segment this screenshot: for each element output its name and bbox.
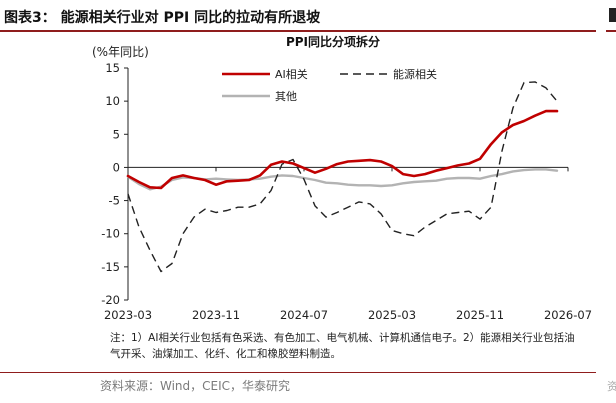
ppi-chart: PPI同比分项拆分 (%年同比) AI相关 能源相关 其他 15 10 5 0 -5 -1… xyxy=(92,34,592,322)
y-tick-label: 10 xyxy=(105,94,120,108)
y-tick-label: 15 xyxy=(105,61,120,75)
chart-title: PPI同比分项拆分 xyxy=(286,34,380,49)
x-tick-label: 2026-07 xyxy=(544,308,592,322)
series-line-ai xyxy=(126,109,559,190)
source-text: 资料来源：Wind，CEIC，华泰研究 xyxy=(100,379,291,393)
x-tick-label: 2025-03 xyxy=(368,308,416,322)
y-tick-label: 0 xyxy=(113,160,120,174)
legend-item-ai: AI相关 xyxy=(222,67,308,81)
y-tick-label: -15 xyxy=(101,260,120,274)
series-group xyxy=(126,81,559,273)
legend-label-ai: AI相关 xyxy=(275,67,308,81)
legend-item-energy: 能源相关 xyxy=(340,67,437,81)
y-tick-label: -5 xyxy=(109,194,120,208)
title-divider xyxy=(0,30,596,32)
adjacent-page-fragment xyxy=(609,8,616,22)
adjacent-divider xyxy=(606,30,616,32)
series-line-other xyxy=(126,168,559,191)
x-tick-label: 2023-11 xyxy=(192,308,240,322)
legend-label-energy: 能源相关 xyxy=(393,67,437,81)
source-divider xyxy=(0,372,596,373)
series-line-energy xyxy=(127,81,558,273)
y-tick-label: -20 xyxy=(101,293,120,307)
adjacent-page-fragment-bottom: 资 xyxy=(607,380,616,393)
x-tick-label: 2025-11 xyxy=(456,308,504,322)
y-axis-label: (%年同比) xyxy=(92,45,149,59)
legend-label-other: 其他 xyxy=(275,90,297,103)
x-tick-label: 2024-07 xyxy=(280,308,328,322)
figure-title: 图表3： 能源相关行业对 PPI 同比的拉动有所退坡 xyxy=(4,10,321,26)
legend: AI相关 能源相关 其他 xyxy=(222,67,437,103)
y-tick-label: 5 xyxy=(113,127,120,141)
chart-note: 注：1）AI相关行业包括有色采选、有色加工、电气机械、计算机通信电子。2）能源相… xyxy=(110,332,575,360)
y-tick-label: -10 xyxy=(101,227,120,241)
x-tick-label: 2023-03 xyxy=(104,308,152,322)
legend-item-other: 其他 xyxy=(222,90,297,103)
